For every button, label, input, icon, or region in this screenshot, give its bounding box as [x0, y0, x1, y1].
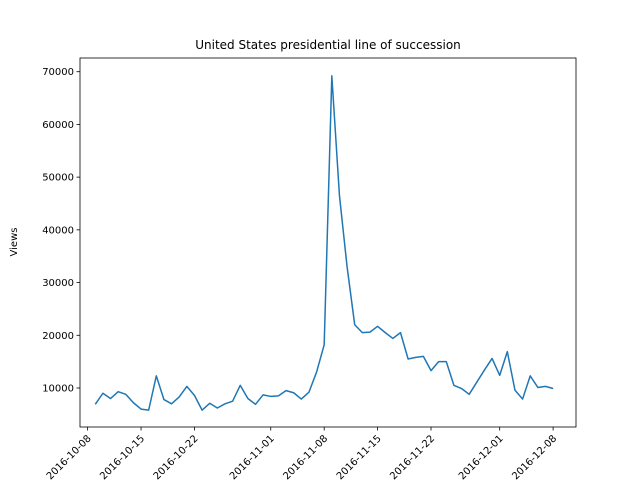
- x-tick-label: 2016-10-15: [98, 433, 147, 480]
- y-tick-label: 60000: [42, 120, 74, 131]
- plot-frame: [79, 57, 577, 428]
- chart-title: United States presidential line of succe…: [195, 38, 461, 52]
- y-tick-label: 30000: [42, 278, 74, 289]
- y-tick-label: 40000: [42, 225, 74, 236]
- y-tick-label: 20000: [42, 331, 74, 342]
- x-tick-label: 2016-10-08: [45, 433, 94, 480]
- x-axis: 2016-10-08 2016-10-15 2016-10-22 2016-11-01…: [45, 427, 559, 480]
- x-tick-label: 2016-12-01: [457, 433, 506, 480]
- x-tick-label: 2016-10-22: [152, 433, 201, 480]
- y-tick-label: 10000: [42, 383, 74, 394]
- y-axis-label: Views: [9, 228, 20, 257]
- y-tick-label: 70000: [42, 67, 74, 78]
- y-tick-label: 50000: [42, 173, 74, 184]
- y-axis: 10000 20000 30000 40000 50000 60000 70000: [42, 67, 80, 394]
- x-tick-label: 2016-11-15: [335, 433, 384, 480]
- plot-lines: [94, 75, 554, 411]
- x-tick-label: 2016-12-08: [510, 433, 559, 480]
- x-tick-label: 2016-11-01: [228, 433, 277, 480]
- series-line-0: [94, 75, 554, 411]
- x-tick-label: 2016-11-08: [281, 433, 330, 480]
- x-tick-label: 2016-11-22: [388, 433, 437, 480]
